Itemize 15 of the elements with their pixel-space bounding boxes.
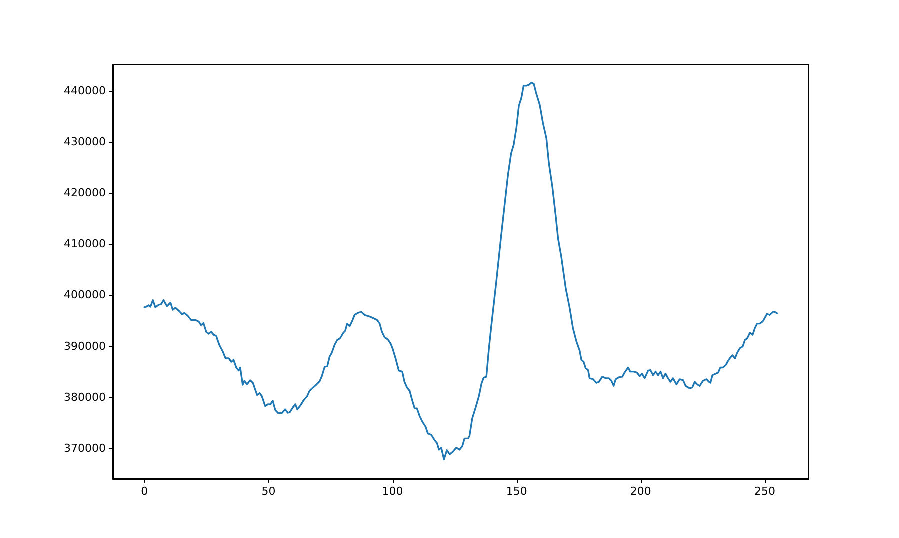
y-tick-label: 370000: [64, 442, 106, 455]
y-tick-label: 400000: [64, 288, 106, 302]
x-tick-label: 250: [754, 485, 776, 498]
y-tick-label: 380000: [64, 390, 106, 404]
y-tick-label: 440000: [64, 84, 106, 98]
y-tick-label: 390000: [64, 340, 106, 353]
y-tick-label: 410000: [64, 238, 106, 251]
y-tick-label: 420000: [64, 186, 106, 200]
x-tick-label: 200: [630, 485, 652, 498]
x-tick-label: 0: [141, 485, 148, 498]
line-series: [144, 82, 778, 460]
x-tick-label: 50: [262, 485, 276, 498]
x-tick-label: 150: [506, 485, 528, 498]
x-tick-label: 100: [382, 485, 404, 498]
y-tick-label: 430000: [64, 136, 106, 149]
